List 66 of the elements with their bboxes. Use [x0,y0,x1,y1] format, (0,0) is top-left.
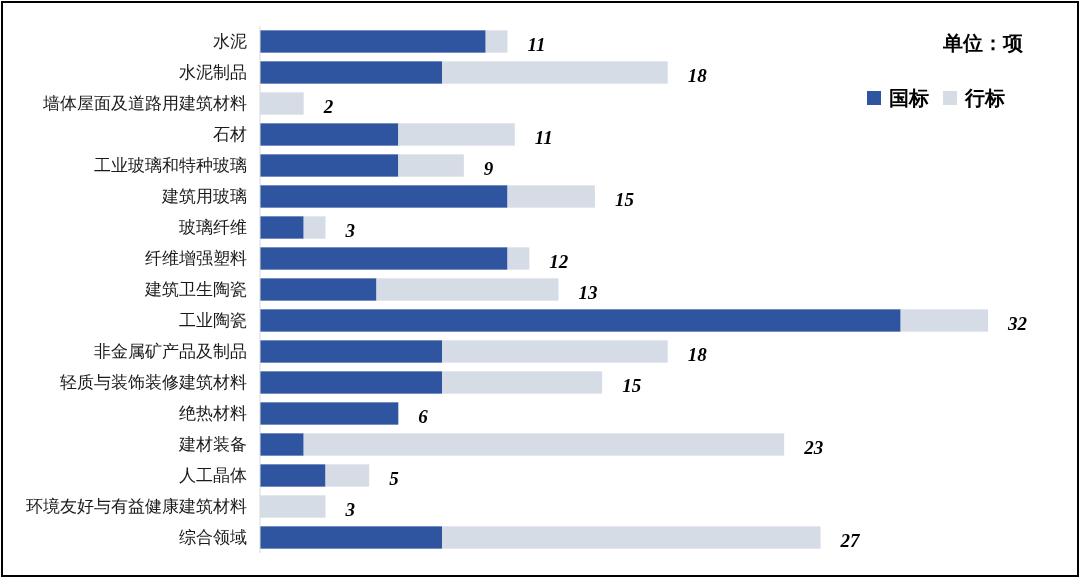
y-tick-label: 玻璃纤维 [179,218,247,237]
y-tick-label: 建材装备 [178,435,247,454]
annotation: 6 [418,406,429,427]
annotation: 11 [527,34,546,55]
bar [260,464,326,487]
bar [260,433,304,456]
annotation: 11 [534,127,553,148]
annotation: 15 [622,375,642,396]
bar [442,526,821,549]
annotation: 18 [687,344,708,365]
annotation: 3 [344,499,356,520]
bar [442,340,668,363]
y-tick-label: 建筑用玻璃 [161,187,247,206]
bar [260,185,508,208]
annotation: 23 [803,437,824,458]
bar [507,247,530,270]
y-tick-label: 工业陶瓷 [179,311,247,330]
annotation: 32 [1007,313,1028,334]
bar [325,464,370,487]
legend-label: 国标 [889,87,929,109]
annotation: 18 [687,65,708,86]
bar [260,340,442,363]
annotation: 3 [344,220,356,241]
y-tick-label: 水泥制品 [179,63,247,82]
annotation: 5 [389,468,400,489]
bar [900,309,988,332]
bar [260,247,508,270]
bar [398,123,515,146]
bar [485,30,508,53]
bar [260,154,399,177]
bar [260,123,399,146]
annotation: 单位：项 [942,32,1023,54]
bar [260,30,486,53]
y-tick-label: 综合领域 [179,528,247,547]
y-tick-label: 绝热材料 [179,404,247,423]
annotation: 15 [614,189,635,210]
bar [260,371,442,394]
y-tick-label: 水泥 [213,32,247,51]
annotation: 13 [578,282,598,303]
bar [442,371,603,394]
annotation: 12 [549,251,569,272]
bar [303,433,785,456]
bar [260,278,377,301]
y-tick-label: 工业玻璃和特种玻璃 [94,156,247,175]
annotation: 9 [483,158,494,179]
bar [260,216,304,239]
bar [260,61,442,84]
bar [260,309,901,332]
bar [303,216,326,239]
y-tick-label: 人工晶体 [179,466,247,485]
annotation: 2 [322,96,334,117]
y-tick-label: 建筑卫生陶瓷 [144,280,247,299]
bar [260,526,442,549]
bar [376,278,559,301]
legend-label: 行标 [964,87,1005,109]
y-tick-label: 墙体屋面及道路用建筑材料 [42,94,247,113]
y-tick-label: 非金属矿产品及制品 [94,342,247,361]
y-tick-label: 轻质与装饰装修建筑材料 [60,373,247,392]
y-tick-label: 环境友好与有益健康建筑材料 [26,497,247,516]
y-tick-label: 纤维增强塑料 [145,249,247,268]
y-tick-label: 石材 [213,125,247,144]
bar [507,185,595,208]
bar [442,61,668,84]
bar [260,402,399,425]
bar [398,154,464,177]
annotation: 27 [839,530,862,551]
